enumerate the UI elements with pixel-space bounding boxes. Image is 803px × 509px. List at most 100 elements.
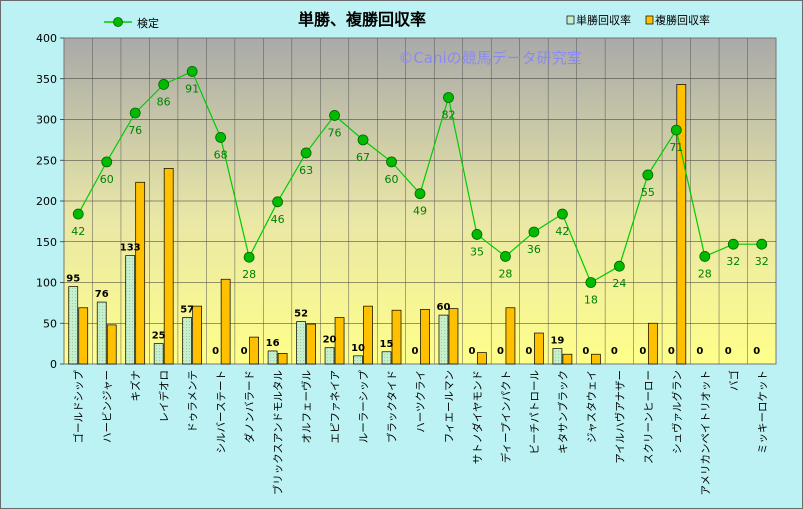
bar-data-label: 76	[95, 289, 109, 300]
x-category-label: アイルハヴアナザー	[613, 370, 626, 464]
line-point	[329, 110, 340, 121]
line-point-label: 24	[612, 277, 626, 290]
bar-fukusho	[363, 305, 373, 365]
bar-data-label: 25	[152, 331, 166, 342]
y-tick-label: 250	[36, 154, 57, 167]
line-point-label: 42	[71, 225, 85, 238]
line-point-label: 60	[385, 173, 399, 186]
x-category-label: キタサンブラック	[556, 370, 569, 454]
legend-line: 検定	[104, 16, 159, 30]
line-point	[215, 132, 227, 143]
line-point-label: 60	[100, 173, 114, 186]
bar-tansho	[353, 355, 363, 365]
bar-fukusho	[420, 309, 430, 365]
x-category-label: スクリーンヒーロー	[643, 370, 655, 464]
chart-title: 単勝、複勝回収率	[298, 10, 426, 29]
bar-data-label: 60	[437, 302, 451, 313]
bar-tansho	[68, 286, 79, 365]
line-point	[357, 134, 369, 146]
x-category-label: ハービンジャー	[102, 370, 114, 443]
line-point	[642, 169, 654, 181]
line-point	[186, 66, 198, 77]
line-point-label: 67	[356, 151, 370, 164]
bar-fukusho	[220, 278, 231, 365]
line-point-label: 28	[698, 267, 712, 280]
legend-tansho-swatch	[566, 15, 575, 25]
x-category-label: ディープインパクト	[499, 370, 512, 463]
bar-data-label: 0	[753, 346, 760, 357]
line-point-label: 18	[584, 294, 598, 307]
line-point	[386, 156, 397, 168]
x-category-label: オルフェーヴル	[300, 370, 313, 444]
x-category-label: ハーツクライ	[415, 370, 427, 433]
x-category-label: レイデオロ	[158, 370, 171, 423]
y-axis-ticks: 0 50 100 150 200 250 300 350 400	[36, 32, 64, 371]
bar-tansho	[153, 343, 164, 365]
bar-fukusho	[249, 336, 259, 365]
line-point	[699, 251, 711, 262]
bar-data-label: 0	[725, 346, 732, 357]
line-point	[158, 79, 170, 90]
y-tick-label: 50	[43, 317, 57, 330]
y-tick-label: 150	[36, 236, 57, 249]
bar-data-label: 0	[497, 346, 504, 357]
bar-data-label: 0	[696, 346, 703, 357]
bar-data-label: 10	[351, 343, 365, 354]
bar-fukusho	[334, 317, 345, 365]
line-point-label: 82	[441, 108, 455, 121]
line-point-label: 28	[242, 268, 256, 281]
line-point	[300, 147, 312, 159]
x-category-label: シルバーステート	[216, 370, 228, 453]
y-tick-label: 300	[36, 114, 57, 127]
line-point	[101, 156, 113, 168]
bar-fukusho	[647, 322, 658, 365]
line-point-label: 76	[328, 126, 342, 139]
watermark: ©Caniの競馬データ研究室	[398, 49, 581, 67]
y-tick-label: 350	[36, 73, 57, 86]
x-category-label: ブリックスアンドモルタル	[272, 370, 285, 495]
bar-tansho	[96, 301, 107, 365]
bar-data-label: 57	[180, 305, 194, 316]
bar-fukusho	[277, 353, 288, 365]
bar-tansho	[267, 350, 278, 365]
x-category-label: バゴ	[727, 370, 740, 391]
line-point	[129, 107, 141, 119]
x-category-label: エピファネイア	[330, 370, 342, 444]
line-point-label: 68	[214, 148, 228, 161]
bar-data-label: 0	[639, 346, 646, 357]
x-category-label: ジャスタウェイ	[586, 370, 598, 443]
bar-fukusho	[106, 324, 117, 365]
x-category-label: サトノダイヤモンド	[471, 370, 484, 464]
bar-data-label: 133	[120, 243, 141, 254]
line-point-label: 36	[527, 243, 541, 256]
y-tick-label: 400	[36, 32, 57, 45]
x-category-label: キズナ	[129, 370, 142, 402]
line-point-label: 35	[470, 245, 484, 258]
y-tick-label: 100	[36, 277, 57, 290]
bar-data-label: 0	[611, 346, 618, 357]
x-category-label: フィエールマン	[443, 370, 455, 443]
bar-data-label: 0	[241, 346, 248, 357]
line-point-label: 76	[128, 124, 142, 137]
bar-tansho	[125, 255, 136, 365]
bar-data-label: 52	[294, 309, 308, 320]
line-point-label: 32	[755, 255, 769, 268]
bar-fukusho	[676, 84, 687, 365]
y-tick-label: 0	[50, 358, 57, 371]
x-axis-labels: ゴールドシップ ハービンジャー キズナ レイデオロ ドゥラメンテ シルバーステート ダノンバ…	[72, 370, 769, 496]
x-category-label: シュヴァルグラン	[670, 370, 683, 454]
bar-fukusho	[477, 352, 487, 365]
legend-line-marker	[113, 17, 123, 27]
line-series: 42 60 76 86 91 68 28 46 63 76 67 60 49 82 35 28 36 42 18 24…	[71, 66, 769, 307]
line-point	[670, 124, 682, 136]
bar-tansho	[182, 317, 193, 365]
bars: 95 76 133 25 57 0 0 16 52 20 10 15 0 60 0 0 0 19 0 0 0 0 0 0 0	[66, 84, 760, 365]
bar-tansho	[324, 347, 335, 365]
x-category-label: ドゥラメンテ	[187, 370, 199, 433]
bar-fukusho	[78, 307, 89, 365]
bar-data-label: 0	[582, 346, 589, 357]
line-point	[528, 226, 540, 238]
line-point-label: 63	[299, 164, 313, 177]
line-point	[557, 208, 568, 220]
bar-data-label: 0	[412, 346, 419, 357]
